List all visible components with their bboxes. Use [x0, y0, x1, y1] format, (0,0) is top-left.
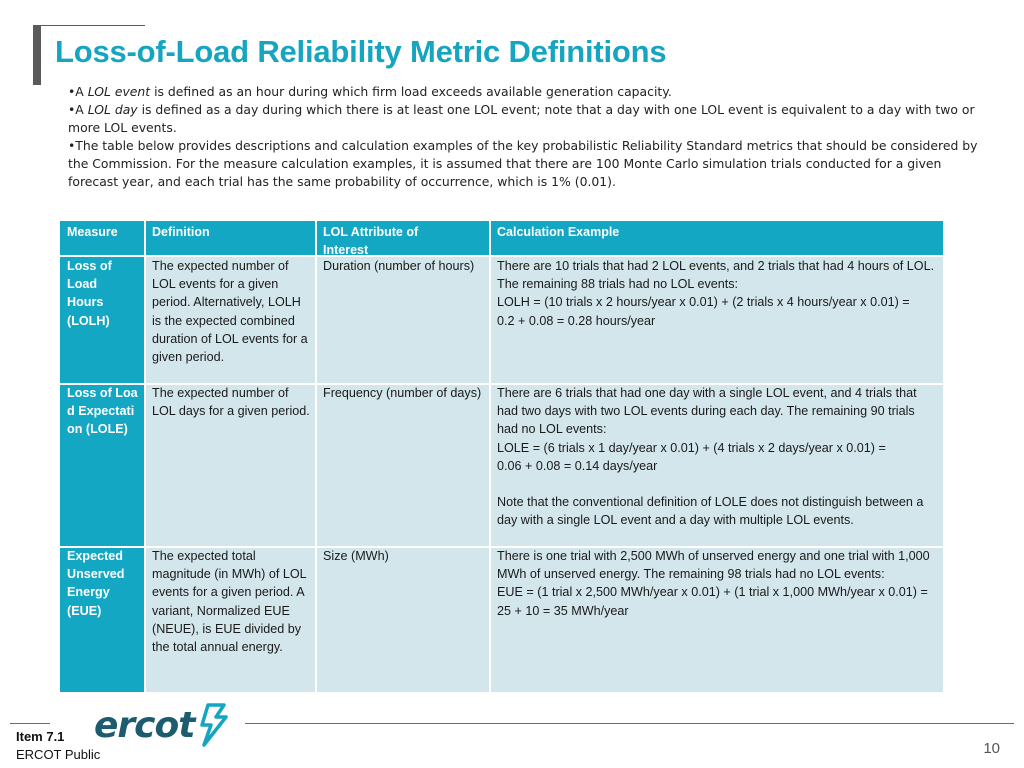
definition-eue: The expected total magnitude (in MWh) of…: [152, 549, 307, 655]
table-row-lole-example-cell: [491, 385, 943, 546]
lightning-bolt-icon: [200, 703, 229, 747]
title-top-rule: [41, 25, 145, 26]
table-row-lolh-attribute-cell: [317, 257, 489, 383]
metrics-table: Measure Definition LOL Attribute of Inte…: [60, 221, 943, 692]
footer-rule-left: [10, 723, 50, 724]
page-number: 10: [983, 740, 1000, 757]
logo-wordmark: ercot: [94, 704, 195, 746]
table-row-eue-definition-cell: [146, 548, 315, 692]
header-calculation-example: Calculation Example: [497, 225, 620, 239]
header-lol-attribute: LOL Attribute of Interest: [323, 225, 419, 257]
title-accent-bar: [33, 25, 41, 85]
attribute-lolh: Duration (number of hours): [323, 259, 475, 273]
attribute-lole: Frequency (number of days): [323, 386, 482, 400]
table-row-lolh-example-cell: [491, 257, 943, 383]
definition-lolh: The expected number of LOL events for a …: [152, 259, 308, 365]
example-lolh: There are 10 trials that had 2 LOL event…: [497, 259, 935, 328]
measure-lole: Loss of Load Expectation (LOLE): [67, 386, 138, 437]
header-measure: Measure: [67, 225, 118, 239]
bullet-table-intro: •The table below provides descriptions a…: [68, 138, 978, 189]
example-lole: There are 6 trials that had one day with…: [497, 386, 924, 528]
table-row-eue-attribute-cell: [317, 548, 489, 692]
measure-lolh: Loss of Load Hours (LOLH): [67, 259, 112, 328]
measure-eue: Expected Unserved Energy (EUE): [67, 549, 125, 618]
example-eue: There is one trial with 2,500 MWh of uns…: [497, 549, 930, 618]
classification-label: ERCOT Public: [16, 747, 101, 762]
attribute-eue: Size (MWh): [323, 549, 389, 563]
header-cell-definition: [146, 221, 315, 255]
bullet-lol-event: •A LOL event is defined as an hour durin…: [68, 84, 672, 99]
item-number: Item 7.1: [16, 729, 65, 744]
header-cell-attribute: [317, 221, 489, 255]
table-row-eue-measure-cell: [60, 548, 144, 692]
table-row-lolh-measure-cell: [60, 257, 144, 383]
table-row-lole-measure-cell: [60, 385, 144, 546]
header-cell-example: [491, 221, 943, 255]
intro-bullets: •A LOL event is defined as an hour durin…: [68, 83, 978, 191]
header-cell-measure: [60, 221, 144, 255]
definition-lole: The expected number of LOL days for a gi…: [152, 386, 310, 419]
table-row-lole-attribute-cell: [317, 385, 489, 546]
header-definition: Definition: [152, 225, 210, 239]
page-title: Loss-of-Load Reliability Metric Definiti…: [55, 34, 667, 69]
table-row-lolh-definition-cell: [146, 257, 315, 383]
table-row-eue-example-cell: [491, 548, 943, 692]
table-row-lole-definition-cell: [146, 385, 315, 546]
ercot-logo: ercot: [94, 703, 229, 747]
footer-rule: [245, 723, 1014, 724]
bullet-lol-day: •A LOL day is defined as a day during wh…: [68, 102, 975, 135]
